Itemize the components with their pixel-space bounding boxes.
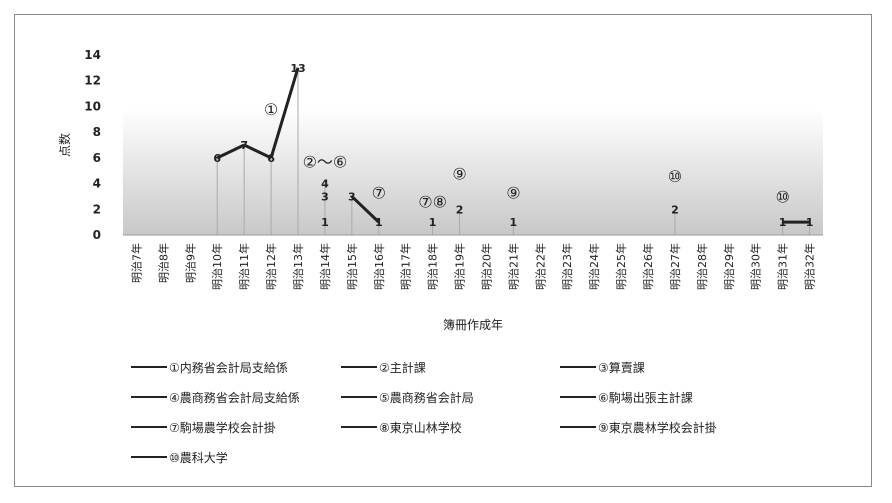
plot-background-band [123, 109, 823, 235]
x-tick-label: 明治31年 [776, 243, 790, 290]
legend-entry: ⑤農商務省会計局 [379, 390, 474, 405]
legend-entry: ⑩農科大学 [169, 450, 228, 465]
series-marker-annotation: ① [264, 100, 278, 119]
legend-entry: ②主計課 [379, 360, 426, 375]
x-tick-label: 明治10年 [210, 243, 224, 290]
x-tick-label: 明治30年 [749, 243, 763, 290]
y-tick-label: 12 [84, 74, 101, 88]
data-label: 2 [671, 203, 679, 216]
series-segment [269, 67, 300, 159]
y-tick-label: 0 [93, 228, 101, 242]
x-tick-label: 明治27年 [668, 243, 682, 290]
x-tick-label: 明治8年 [156, 243, 170, 283]
x-tick-label: 明治20年 [479, 243, 493, 290]
data-label: 1 [375, 216, 383, 229]
y-axis-title: 点数 [57, 133, 72, 157]
series-marker-annotation: ⑩ [775, 187, 789, 206]
y-tick-label: 2 [93, 202, 101, 216]
series-marker-annotation: ⑦ [372, 184, 386, 203]
x-tick-label: 明治28年 [695, 243, 709, 290]
x-tick-label: 明治17年 [399, 243, 413, 290]
drop-lines [216, 67, 811, 235]
x-tick-label: 明治18年 [426, 243, 440, 290]
y-tick-label: 6 [93, 151, 101, 165]
x-tick-label: 明治12年 [264, 243, 278, 290]
y-tick-label: 8 [93, 125, 101, 139]
series-marker-annotation: ⑦⑧ [418, 193, 447, 212]
y-tick-label: 4 [93, 177, 101, 191]
data-label: 3 [321, 190, 329, 203]
x-tick-label: 明治19年 [453, 243, 467, 290]
series-segment [350, 195, 380, 224]
x-tick-label: 明治23年 [560, 243, 574, 290]
legend-entry: ⑦駒場農学校会計掛 [169, 420, 276, 435]
series-marker-annotation: ⑨ [452, 164, 466, 183]
x-tick-label: 明治11年 [237, 243, 251, 290]
x-tick-label: 明治15年 [345, 243, 359, 290]
data-label: 4 [321, 178, 329, 191]
data-label: 13 [290, 62, 305, 75]
series-marker-annotation: ⑨ [506, 184, 520, 203]
legend: ①内務省会計局支給係 ②主計課 ③算賣課 ④農商務省会計局支給係 ⑤農商務省会計局 ⑥駒場… [131, 360, 717, 465]
y-tick-label: 14 [84, 48, 101, 62]
data-label: 6 [213, 152, 221, 165]
x-tick-label: 明治22年 [533, 243, 547, 290]
series-marker-annotation: ⑩ [668, 167, 682, 186]
annotations: ① ②〜⑥ ⑦ ⑦⑧ ⑨ ⑨ ⑩ ⑩ [264, 100, 790, 212]
x-tick-label: 明治13年 [291, 243, 305, 290]
x-tick-label: 明治25年 [614, 243, 628, 290]
series-segment [243, 143, 272, 160]
x-axis: 明治7年 明治8年 明治9年 明治10年 明治11年 明治12年 明治13年 明治14年 明治1… [123, 234, 823, 290]
legend-entry: ⑧東京山林学校 [379, 420, 462, 435]
x-tick-label: 明治24年 [587, 243, 601, 290]
legend-entry: ④農商務省会計局支給係 [169, 390, 300, 405]
x-tick-label: 明治29年 [722, 243, 736, 290]
data-label: 1 [321, 216, 329, 229]
data-label: 7 [240, 139, 248, 152]
data-label: 2 [456, 203, 464, 216]
legend-entry: ③算賣課 [598, 360, 645, 375]
x-axis-title: 簿冊作成年 [443, 317, 503, 332]
x-tick-label: 明治7年 [129, 243, 143, 283]
series-segment [216, 143, 245, 160]
data-label: 6 [267, 152, 275, 165]
chart-frame: 0 2 4 6 8 10 12 14 6 7 6 13 4 3 1 3 1 1 2 1 2 1 1 ① ②〜⑥ ⑦ ⑦⑧ ⑨ ⑨ ⑩ ⑩… [14, 14, 872, 487]
data-label: 1 [806, 216, 814, 229]
x-tick-label: 明治32年 [803, 243, 817, 290]
x-tick-label: 明治21年 [506, 243, 520, 290]
legend-entry: ⑨東京農林学校会計掛 [598, 420, 717, 435]
x-tick-label: 明治9年 [183, 243, 197, 283]
data-label: 1 [510, 216, 518, 229]
y-axis: 0 2 4 6 8 10 12 14 [84, 48, 101, 242]
legend-entry: ①内務省会計局支給係 [169, 360, 288, 375]
x-tick-label: 明治16年 [372, 243, 386, 290]
data-label: 1 [779, 216, 787, 229]
data-label: 1 [429, 216, 437, 229]
x-tick-label: 明治26年 [641, 243, 655, 290]
data-label: 3 [348, 190, 356, 203]
legend-entry: ⑥駒場出張主計課 [598, 390, 693, 405]
series-lines [216, 67, 810, 224]
series-marker-annotation: ②〜⑥ [303, 153, 348, 172]
x-tick-label: 明治14年 [318, 243, 332, 290]
y-tick-label: 10 [84, 99, 101, 113]
